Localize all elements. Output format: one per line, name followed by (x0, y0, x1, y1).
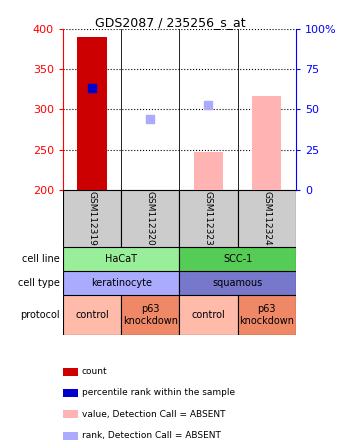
Point (206, 102, 211, 109)
Text: GSM112324: GSM112324 (262, 191, 271, 246)
Point (89, 84, 95, 91)
Text: count: count (82, 367, 107, 376)
Text: keratinocyte: keratinocyte (91, 278, 152, 288)
Text: cell type: cell type (18, 278, 60, 288)
Bar (63, 190, 121, 246)
Text: HaCaT: HaCaT (105, 254, 137, 264)
Text: GSM112320: GSM112320 (146, 191, 155, 246)
Bar (238, 295, 296, 335)
Text: rank, Detection Call = ABSENT: rank, Detection Call = ABSENT (82, 431, 220, 440)
Text: control: control (75, 310, 109, 320)
Bar (180, 246, 296, 271)
Text: control: control (191, 310, 225, 320)
Bar (180, 271, 296, 295)
Text: p63
knockdown: p63 knockdown (123, 304, 178, 326)
Text: cell line: cell line (22, 254, 60, 264)
Bar (121, 295, 180, 335)
Text: GSM112323: GSM112323 (204, 191, 213, 246)
Bar (252, 96, 281, 190)
Text: GSM112319: GSM112319 (87, 191, 97, 246)
Bar (63, 271, 180, 295)
Text: percentile rank within the sample: percentile rank within the sample (82, 388, 235, 397)
Bar (194, 152, 223, 190)
Text: SCC-1: SCC-1 (223, 254, 252, 264)
Text: squamous: squamous (212, 278, 263, 288)
Bar (180, 295, 238, 335)
Bar (121, 190, 180, 246)
Text: value, Detection Call = ABSENT: value, Detection Call = ABSENT (82, 410, 225, 419)
Bar (63, 295, 121, 335)
Bar (238, 190, 296, 246)
Bar (180, 190, 238, 246)
Point (148, 115, 153, 123)
Bar (78, 37, 106, 190)
Bar (63, 246, 180, 271)
Text: p63
knockdown: p63 knockdown (239, 304, 294, 326)
Text: GDS2087 / 235256_s_at: GDS2087 / 235256_s_at (95, 16, 245, 28)
Text: protocol: protocol (20, 310, 60, 320)
